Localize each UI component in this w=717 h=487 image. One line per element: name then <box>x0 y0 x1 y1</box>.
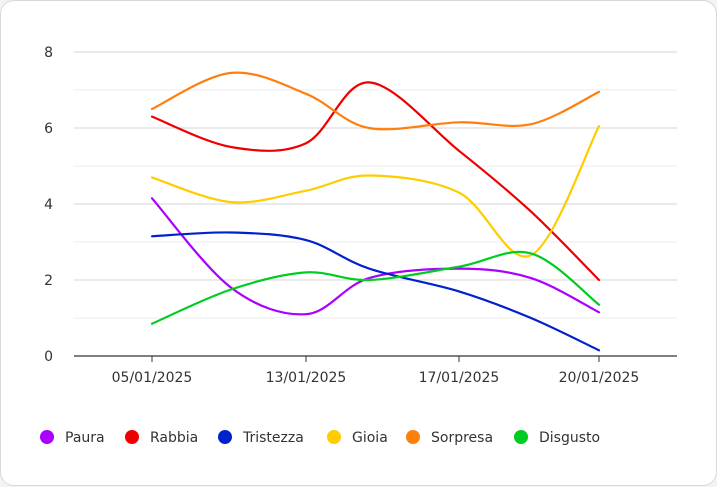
legend-item-gioia[interactable]: Gioia <box>327 430 388 446</box>
legend-label: Sorpresa <box>431 430 493 446</box>
legend-marker <box>218 430 232 444</box>
legend-label: Gioia <box>352 430 388 446</box>
y-tick-label: 8 <box>44 45 53 61</box>
series-line-tristezza[interactable] <box>150 231 601 352</box>
legend-item-sorpresa[interactable]: Sorpresa <box>406 430 493 446</box>
series-line-paura[interactable] <box>150 197 601 316</box>
legend-marker <box>406 430 420 444</box>
legend-item-paura[interactable]: Paura <box>40 430 105 446</box>
legend-item-disgusto[interactable]: Disgusto <box>514 430 600 446</box>
series-line-disgusto[interactable] <box>150 250 601 325</box>
legend-marker <box>125 430 139 444</box>
y-tick-label: 6 <box>44 121 53 137</box>
series-line-gioia[interactable] <box>150 125 601 258</box>
legend-item-tristezza[interactable]: Tristezza <box>218 430 304 446</box>
x-tick-label: 20/01/2025 <box>559 370 640 386</box>
x-tick-label: 13/01/2025 <box>266 370 347 386</box>
y-tick-label: 0 <box>44 349 53 365</box>
legend[interactable]: Paura Rabbia Tristezza Gioia Sorpresa Disgust… <box>40 430 600 446</box>
series-line-rabbia[interactable] <box>150 81 601 282</box>
legend-item-rabbia[interactable]: Rabbia <box>125 430 198 446</box>
x-tick-label: 05/01/2025 <box>112 370 193 386</box>
legend-label: Rabbia <box>150 430 198 446</box>
legend-marker <box>40 430 54 444</box>
series-lines <box>150 71 601 352</box>
x-tick-label: 17/01/2025 <box>419 370 500 386</box>
y-tick-label: 2 <box>44 273 53 289</box>
series-line-sorpresa[interactable] <box>150 71 601 131</box>
legend-label: Paura <box>65 430 105 446</box>
legend-label: Tristezza <box>242 430 304 446</box>
legend-label: Disgusto <box>539 430 600 446</box>
legend-marker <box>514 430 528 444</box>
legend-marker <box>327 430 341 444</box>
y-tick-label: 4 <box>44 197 53 213</box>
axes: 0 2 4 6 8 05/01/2025 13/01/2025 17/01/2025 20/01… <box>44 45 677 386</box>
grid-lines <box>74 51 677 357</box>
